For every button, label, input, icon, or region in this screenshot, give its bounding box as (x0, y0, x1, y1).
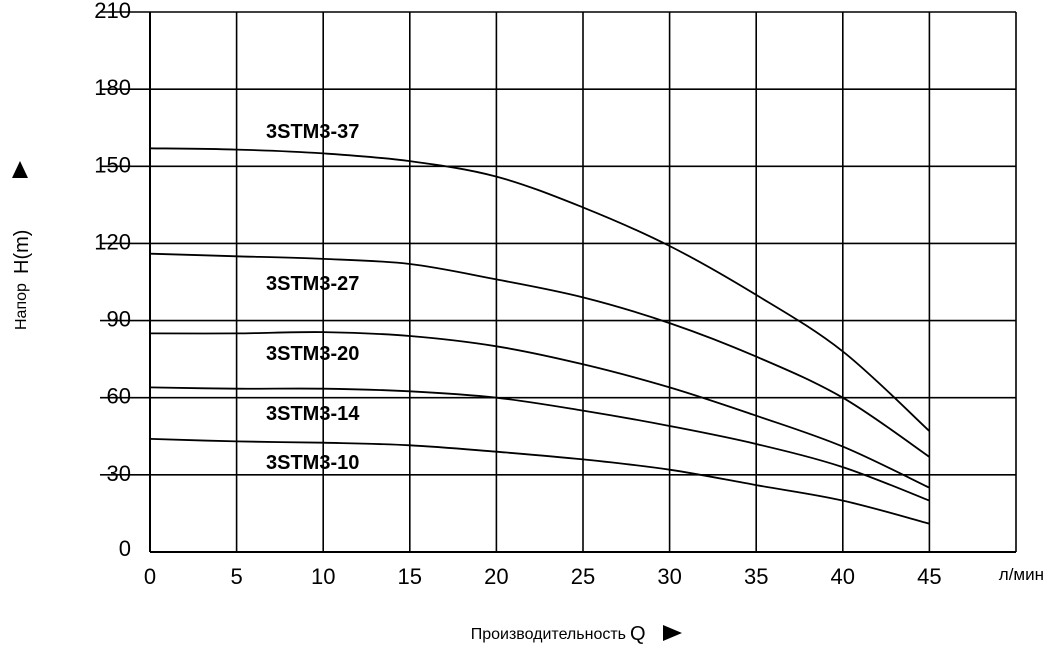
performance-curves (149, 147, 931, 525)
x-tick-label: 20 (484, 564, 508, 589)
series-line-3stm3-27 (149, 252, 930, 458)
y-tick-label: 0 (119, 536, 131, 561)
x-tick-label: 40 (831, 564, 855, 589)
series-label-3stm3-14: 3STM3-14 (266, 403, 360, 425)
x-tick-label: 15 (398, 564, 422, 589)
x-axis-title: Производительность Q (471, 623, 682, 645)
y-axis-label: Напор (13, 283, 30, 330)
y-axis-ticks: 0 30 60 90 120 150 180 210 (94, 0, 131, 561)
series-label-3stm3-10: 3STM3-10 (266, 452, 359, 474)
y-tick-label: 90 (107, 307, 131, 332)
x-tick-label: 45 (917, 564, 941, 589)
series-labels: 3STM3-37 3STM3-27 3STM3-20 3STM3-14 3STM3-10 (266, 121, 360, 474)
series-line-3stm3-20 (149, 331, 930, 489)
x-axis-label: Производительность (471, 626, 626, 643)
x-tick-label: 25 (571, 564, 595, 589)
y-axis-symbol: H(m) (11, 230, 33, 274)
series-label-3stm3-27: 3STM3-27 (266, 273, 359, 295)
y-tick-label: 210 (94, 0, 131, 23)
series-label-3stm3-20: 3STM3-20 (266, 343, 359, 365)
y-axis-title: Напор H(m) (11, 161, 33, 330)
series-line-3stm3-10 (149, 438, 930, 525)
x-tick-label: 35 (744, 564, 768, 589)
x-axis-ticks: 0 5 10 15 20 25 30 35 40 45 (144, 564, 942, 589)
x-tick-label: 0 (144, 564, 156, 589)
y-tick-label: 180 (94, 75, 131, 100)
chart-grid (100, 11, 1017, 553)
x-tick-label: 10 (311, 564, 335, 589)
arrow-right-icon (663, 625, 682, 641)
y-tick-label: 150 (94, 152, 131, 177)
series-line-3stm3-14 (149, 386, 930, 502)
x-tick-label: 5 (230, 564, 242, 589)
y-tick-label: 120 (94, 229, 131, 254)
y-tick-label: 60 (107, 384, 131, 409)
series-label-3stm3-37: 3STM3-37 (266, 121, 359, 143)
y-tick-label: 30 (107, 461, 131, 486)
x-axis-symbol: Q (630, 623, 646, 645)
arrow-up-icon (12, 161, 28, 178)
x-tick-label: 30 (657, 564, 681, 589)
series-line-3stm3-37 (149, 147, 931, 432)
x-axis-unit: л/мин (999, 565, 1044, 584)
